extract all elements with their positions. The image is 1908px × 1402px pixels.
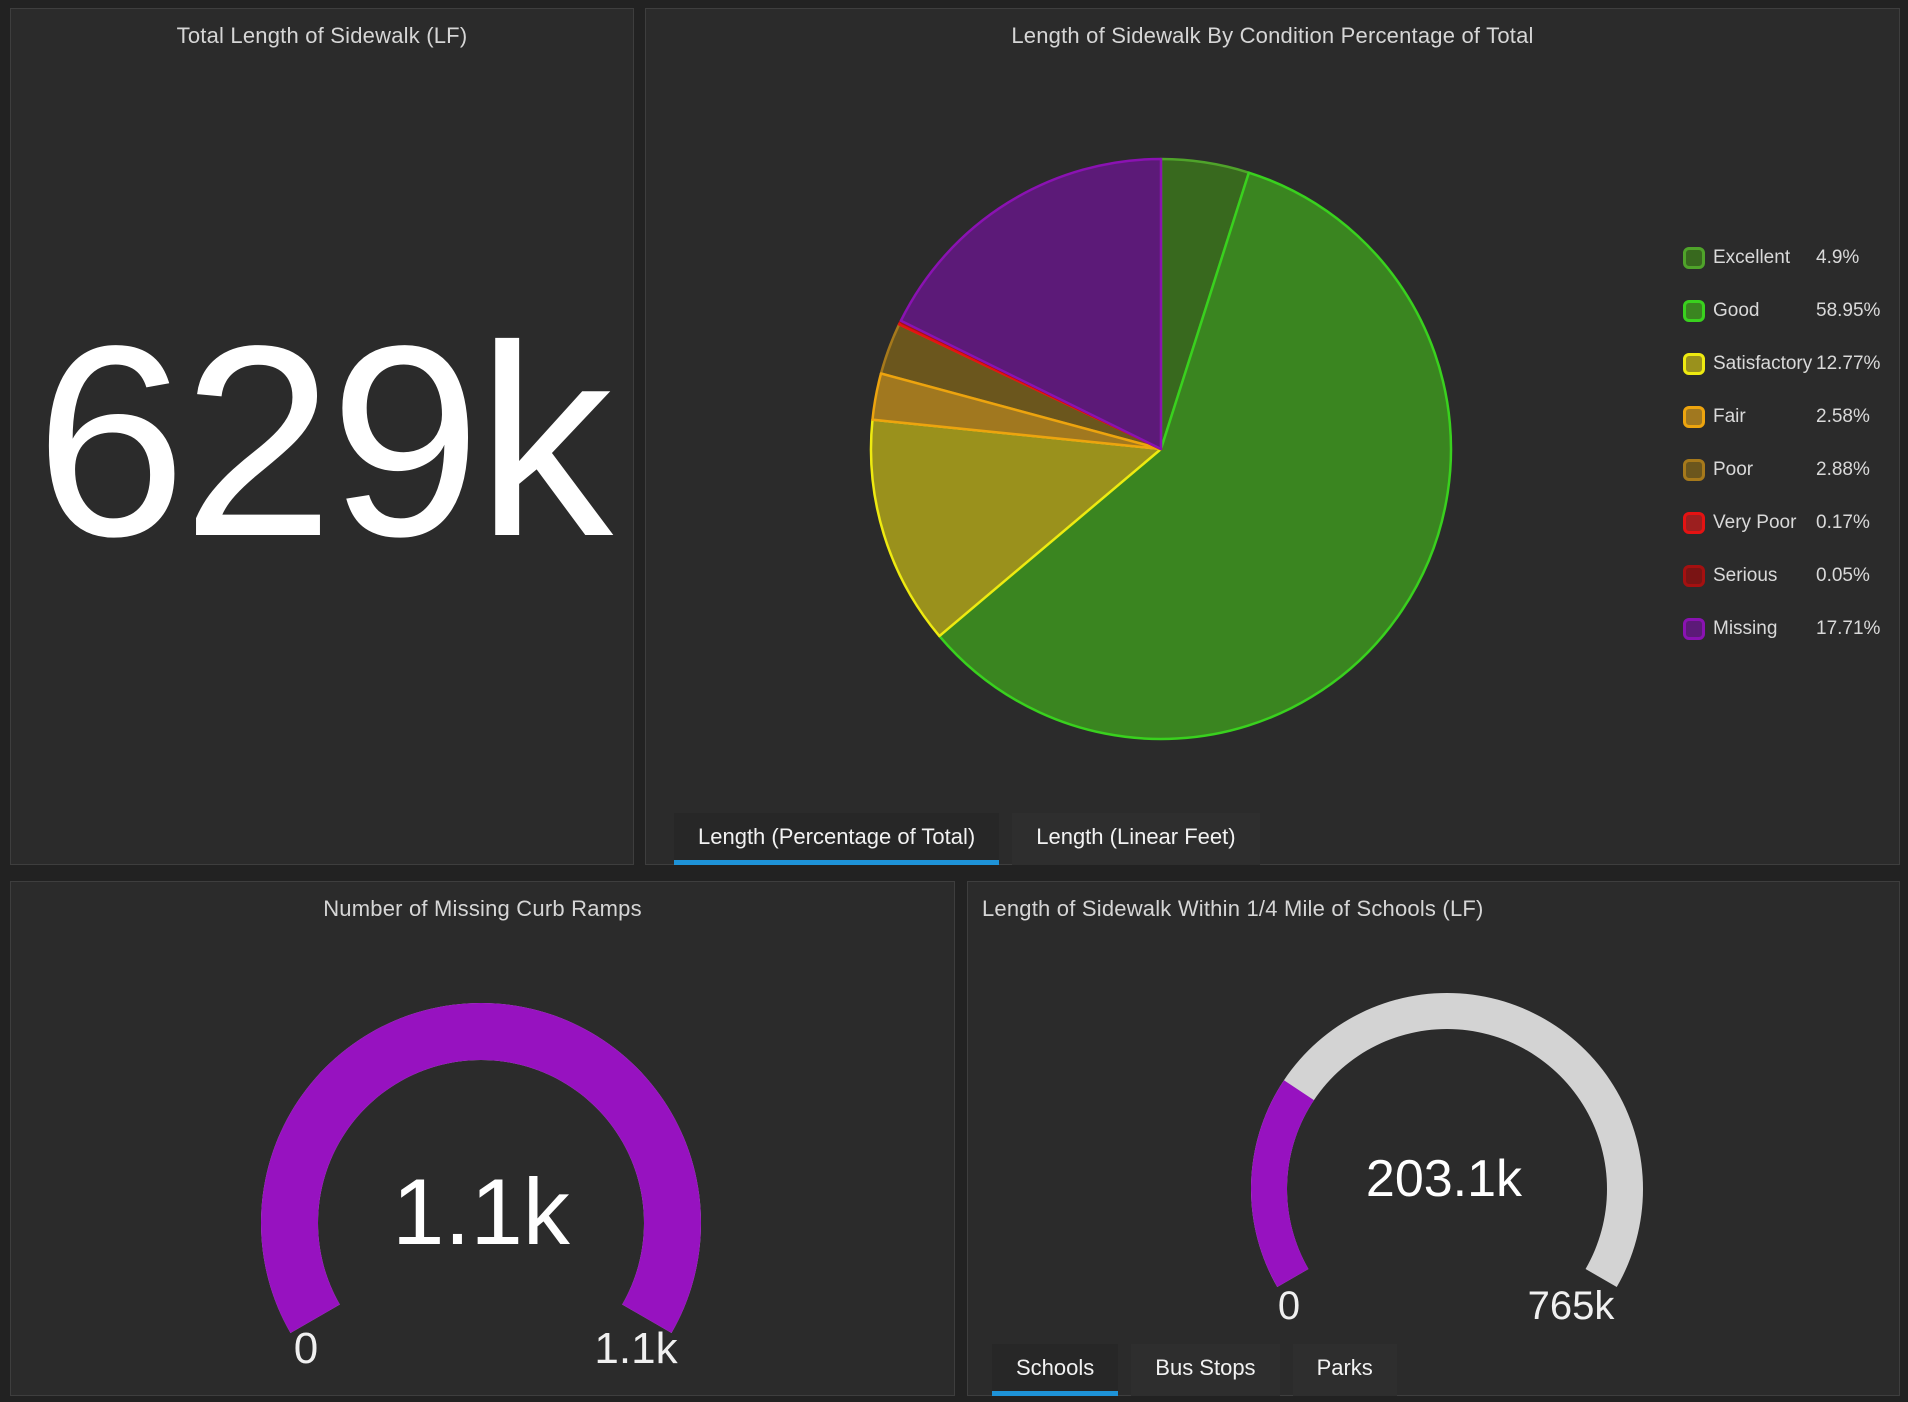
legend-label: Good [1713, 299, 1760, 321]
legend-value: 2.58% [1816, 405, 1870, 427]
gauge-fill-arc [1251, 1080, 1314, 1287]
tab-length-percentage-of-total[interactable]: Length (Percentage of Total) [674, 813, 1000, 865]
legend-value: 0.17% [1816, 511, 1870, 533]
schools-tabstrip: Schools Bus Stops Parks [992, 1344, 1410, 1396]
legend-item-good: Good 58.95% [1683, 284, 1880, 337]
curb-ramps-gauge-chart [261, 1003, 701, 1333]
panel-total-length: Total Length of Sidewalk (LF) 629k [10, 8, 634, 865]
tab-bus-stops[interactable]: Bus Stops [1131, 1344, 1280, 1396]
legend-item-excellent: Excellent 4.9% [1683, 231, 1880, 284]
total-length-value: 629k [35, 289, 613, 593]
legend-label: Poor [1713, 458, 1754, 480]
legend-swatch-good [1683, 299, 1705, 322]
tab-parks[interactable]: Parks [1292, 1344, 1397, 1396]
panel-total-length-title: Total Length of Sidewalk (LF) [176, 23, 468, 48]
legend-label: Serious [1713, 564, 1778, 586]
condition-pie-chart [869, 157, 1453, 741]
gauge-track [1251, 993, 1643, 1287]
pie-slice-satisfactory[interactable] [869, 418, 1163, 638]
tab-length-linear-feet[interactable]: Length (Linear Feet) [1012, 813, 1260, 865]
schools-gauge-chart [1251, 993, 1643, 1287]
legend-swatch-poor [1683, 458, 1705, 481]
legend-swatch-very-poor [1683, 511, 1705, 534]
pie-slice-missing[interactable] [899, 157, 1163, 451]
legend-value: 2.88% [1816, 458, 1870, 480]
schools-gauge-value: 203.1k [1365, 1150, 1523, 1208]
legend-item-poor: Poor 2.88% [1683, 443, 1880, 496]
panel-curb-ramps-gauge: Number of Missing Curb Ramps 1.1k 0 1.1k [10, 881, 955, 1396]
legend-swatch-missing [1683, 617, 1705, 640]
legend-label: Fair [1713, 405, 1746, 427]
legend-label: Very Poor [1713, 511, 1797, 533]
schools-gauge-min: 0 [1277, 1284, 1301, 1328]
tab-schools[interactable]: Schools [992, 1344, 1119, 1396]
curb-ramps-gauge-value: 1.1k [392, 1159, 570, 1264]
pie-slice-fair[interactable] [871, 372, 1163, 451]
legend-item-fair: Fair 2.58% [1683, 390, 1880, 443]
legend-label: Satisfactory [1713, 352, 1813, 374]
panel-condition-pie-title: Length of Sidewalk By Condition Percenta… [1011, 23, 1534, 48]
legend-swatch-fair [1683, 405, 1705, 428]
panel-curb-ramps-title: Number of Missing Curb Ramps [323, 896, 642, 921]
legend-item-serious: Serious 0.05% [1683, 549, 1880, 602]
legend-item-missing: Missing 17.71% [1683, 602, 1880, 655]
condition-pie-legend: Excellent 4.9% Good 58.95% Satisfactory 12.77… [1683, 231, 1880, 655]
panel-schools-gauge: Length of Sidewalk Within 1/4 Mile of Sc… [967, 881, 1900, 1396]
legend-value: 17.71% [1816, 617, 1881, 639]
legend-swatch-serious [1683, 564, 1705, 587]
legend-value: 0.05% [1816, 564, 1870, 586]
legend-value: 4.9% [1816, 246, 1860, 268]
curb-ramps-gauge-min: 0 [293, 1324, 319, 1373]
legend-label: Missing [1713, 617, 1778, 639]
legend-label: Excellent [1713, 246, 1791, 268]
legend-value: 58.95% [1816, 299, 1881, 321]
panel-schools-title: Length of Sidewalk Within 1/4 Mile of Sc… [982, 896, 1484, 921]
gauge-fill-arc [261, 1003, 701, 1333]
legend-value: 12.77% [1816, 352, 1881, 374]
curb-ramps-gauge-max: 1.1k [594, 1324, 678, 1373]
pie-slice-good[interactable] [938, 171, 1453, 741]
legend-swatch-satisfactory [1683, 352, 1705, 375]
legend-item-satisfactory: Satisfactory 12.77% [1683, 337, 1880, 390]
schools-gauge-max: 765k [1527, 1284, 1615, 1328]
legend-item-very-poor: Very Poor 0.17% [1683, 496, 1880, 549]
pie-tabstrip: Length (Percentage of Total) Length (Lin… [674, 813, 1273, 865]
legend-swatch-excellent [1683, 246, 1705, 269]
panel-condition-pie: Length of Sidewalk By Condition Percenta… [645, 8, 1900, 865]
